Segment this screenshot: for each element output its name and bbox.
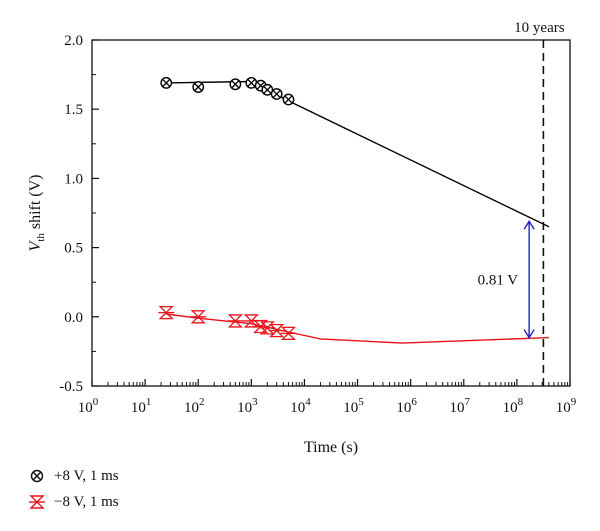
data-point-positive	[282, 93, 295, 106]
ten-years-label: 10 years	[514, 20, 565, 36]
fit-line-series-2	[166, 313, 549, 344]
y-axis-label-symbol: V	[27, 240, 44, 252]
x-tick-label: 105	[343, 396, 364, 416]
shift-arrow-head-bottom	[523, 329, 535, 339]
hourglass-marker	[243, 314, 259, 328]
x-tick-label: 107	[450, 396, 471, 416]
x-tick-label: 108	[503, 396, 524, 416]
marker-cross-b	[263, 85, 272, 94]
x-axis: 100 101 102 103 104 105 106 107 108 109	[78, 379, 577, 416]
data-point-positive	[160, 77, 173, 89]
legend-label-positive: +8 V, 1 ms	[54, 467, 119, 484]
x-tick-label-base: 10	[556, 400, 571, 416]
x-tick-label-exponent: 1	[146, 396, 152, 408]
x-tick-label: 106	[396, 396, 417, 416]
x-tick-label-exponent: 3	[252, 396, 258, 408]
marker-cross-b	[256, 81, 265, 90]
legend: +8 V, 1 ms −8 V, 1 ms	[28, 463, 119, 515]
x-tick-label-exponent: 9	[571, 396, 577, 408]
x-tick-label-base: 10	[503, 400, 518, 416]
hourglass-marker-icon	[29, 495, 45, 509]
marker-cross-b	[247, 78, 256, 88]
fit-line-series-1	[166, 80, 550, 228]
marker-cross-b	[194, 82, 203, 92]
x-tick-label: 102	[184, 396, 205, 416]
hourglass-marker	[280, 326, 297, 341]
data-point-negative	[280, 326, 297, 341]
data-point-negative	[268, 323, 285, 338]
data-point-negative	[227, 314, 244, 328]
x-tick-label: 101	[131, 396, 152, 416]
data-point-negative	[158, 305, 175, 320]
data-point-positive	[192, 81, 205, 93]
y-tick-label: 0.5	[64, 241, 83, 257]
x-tick-label-exponent: 5	[358, 396, 364, 408]
y-tick-label: 0.0	[64, 310, 83, 326]
x-tick-label-base: 10	[237, 400, 252, 416]
hourglass-marker	[259, 321, 275, 335]
annotation-layer: 10 years 0.81 V	[478, 20, 565, 386]
x-tick-label-exponent: 0	[93, 396, 99, 408]
data-point-negative	[259, 321, 276, 335]
x-tick-label-exponent: 4	[305, 396, 311, 408]
x-tick-label-base: 10	[450, 400, 465, 416]
x-tick-label-exponent: 7	[465, 396, 471, 408]
marker-cross-b	[231, 80, 240, 89]
y-tick-label: -0.5	[59, 379, 83, 395]
x-tick-label-base: 10	[290, 400, 305, 416]
hourglass-marker	[269, 323, 285, 338]
data-point-positive	[245, 77, 258, 89]
y-axis-label: Vth shift (V)	[27, 175, 47, 252]
x-tick-label: 104	[290, 396, 311, 416]
y-axis: -0.5 0.0 0.5 1.0 1.5 2.0	[59, 33, 99, 395]
x-tick-label-base: 10	[78, 400, 93, 416]
x-tick-label: 103	[237, 396, 258, 416]
fit-layer	[166, 80, 550, 344]
plot-frame	[91, 39, 571, 387]
legend-entry-negative: −8 V, 1 ms	[28, 489, 119, 515]
legend-entry-positive: +8 V, 1 ms	[28, 463, 119, 489]
x-tick-label-base: 10	[184, 400, 199, 416]
marker-layer	[158, 77, 297, 341]
data-point-positive	[229, 78, 242, 91]
y-tick-label: 2.0	[64, 33, 83, 49]
x-tick-label-base: 10	[396, 400, 411, 416]
x-tick-label-exponent: 6	[411, 396, 417, 408]
shift-arrow-head-top	[523, 219, 535, 230]
y-tick-label: 1.0	[64, 171, 83, 187]
legend-label-negative: −8 V, 1 ms	[54, 493, 119, 510]
hourglass-marker	[158, 305, 174, 320]
x-tick-label: 109	[556, 396, 577, 416]
x-tick-label-base: 10	[343, 400, 358, 416]
hourglass-marker	[227, 314, 243, 328]
data-point-positive	[270, 88, 283, 100]
x-tick-label-exponent: 8	[518, 396, 524, 408]
y-axis-label-subscript: th	[35, 233, 47, 242]
data-point-negative	[190, 310, 207, 324]
marker-cross-b	[272, 89, 281, 99]
circle-x-marker-icon	[30, 469, 44, 483]
x-tick-label-exponent: 2	[199, 396, 205, 408]
x-tick-label: 100	[78, 396, 99, 416]
x-tick-label-base: 10	[131, 400, 146, 416]
marker-cross-b	[162, 78, 171, 88]
marker-cross-b	[284, 95, 293, 104]
y-tick-label: 1.5	[64, 102, 83, 118]
hourglass-marker	[190, 310, 206, 324]
x-axis-label: Time (s)	[304, 439, 358, 456]
y-axis-label-rest: shift (V)	[27, 175, 44, 234]
shift-value-label: 0.81 V	[478, 272, 519, 288]
